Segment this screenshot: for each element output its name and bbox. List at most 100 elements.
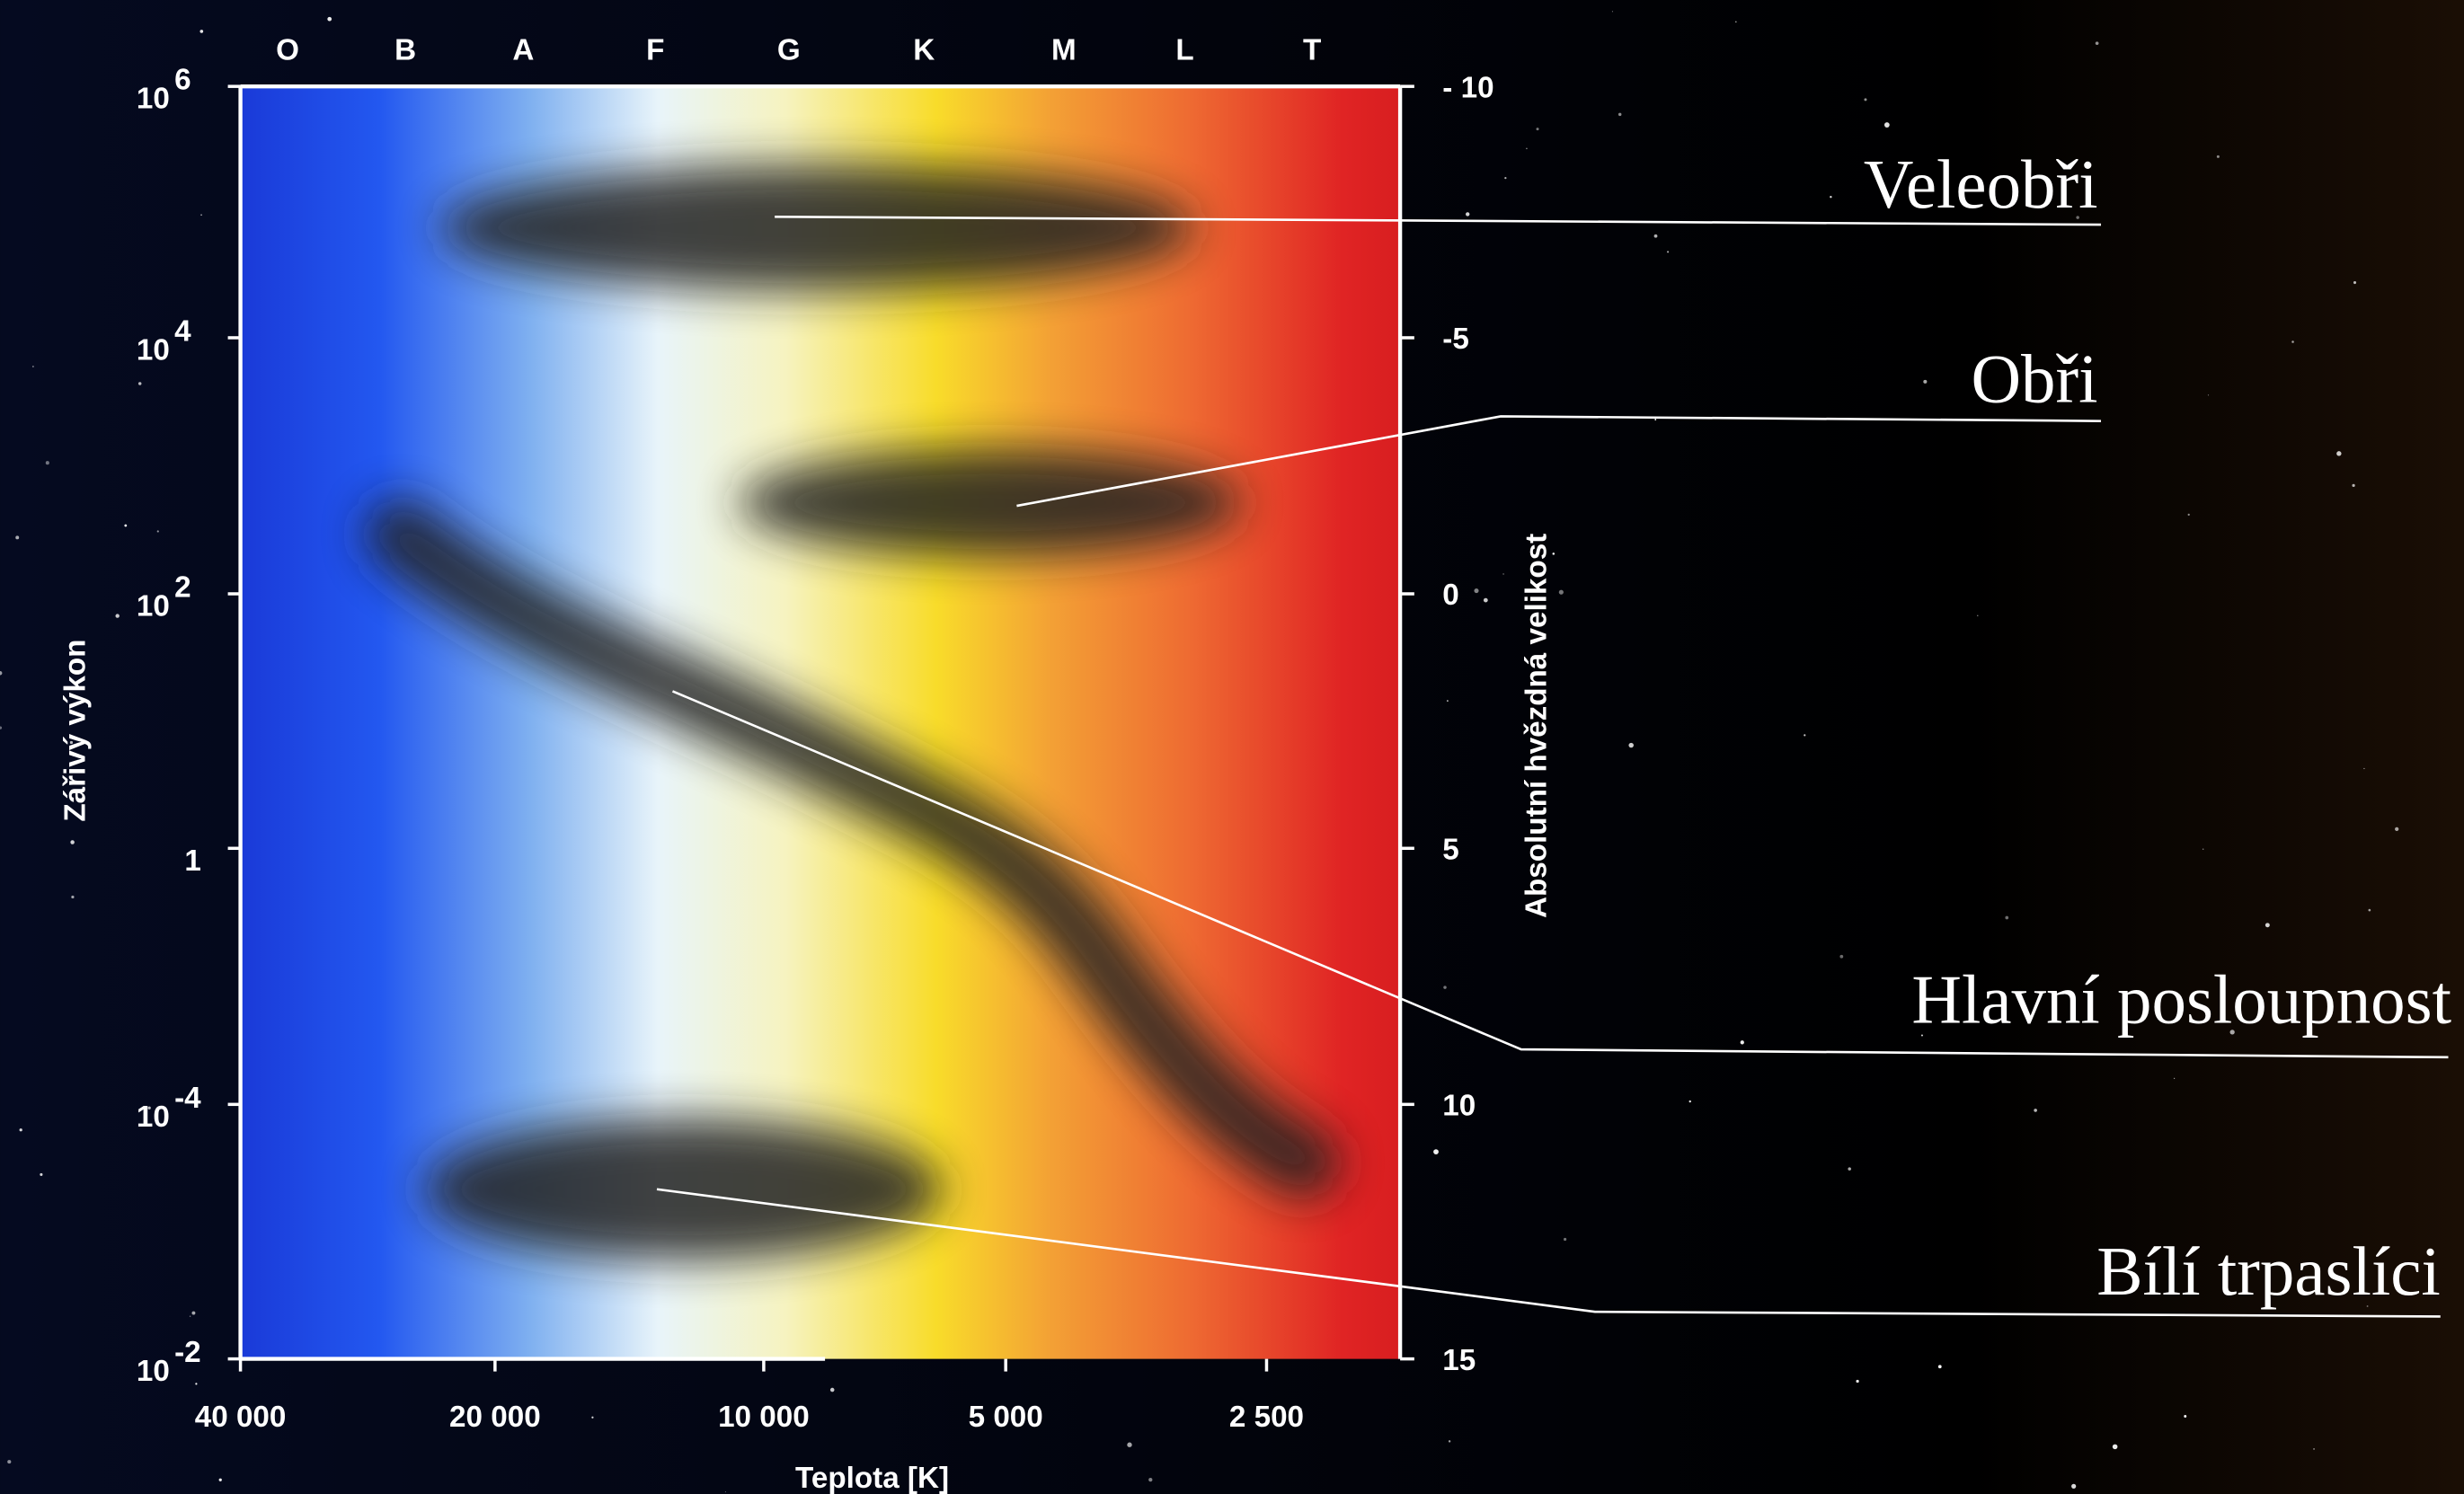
- star: [2363, 768, 2364, 769]
- star: [157, 530, 159, 532]
- star: [71, 896, 74, 898]
- star: [2336, 451, 2341, 455]
- star: [1474, 588, 1478, 593]
- region-label: Bílí trpaslíci: [2096, 1233, 2441, 1310]
- spectral-class: F: [646, 33, 664, 66]
- star: [1654, 419, 1656, 420]
- x-axis-title: Teplota [K]: [795, 1462, 949, 1494]
- y2-tick-label: 10: [1442, 1090, 1476, 1123]
- y2-tick-label: -5: [1442, 323, 1469, 356]
- star: [2184, 1415, 2186, 1418]
- star: [1977, 615, 1978, 616]
- spectral-class: A: [512, 33, 534, 66]
- star: [2188, 514, 2190, 516]
- star: [1504, 177, 1506, 179]
- star: [2174, 1078, 2175, 1079]
- y-tick-label: 10: [137, 333, 170, 367]
- star: [1654, 234, 1658, 238]
- star: [2071, 1484, 2076, 1489]
- y-tick-label: 10: [137, 1355, 170, 1388]
- y-tick-exponent: -4: [174, 1082, 201, 1115]
- star: [1148, 1478, 1152, 1481]
- x-tick-label: 2 500: [1229, 1401, 1304, 1434]
- star: [32, 366, 34, 367]
- star: [1938, 1365, 1942, 1368]
- star: [1628, 743, 1633, 747]
- star: [2313, 1448, 2315, 1450]
- star: [1667, 251, 1669, 252]
- star: [1447, 700, 1449, 702]
- star: [138, 382, 141, 385]
- y2-tick-label: - 10: [1442, 71, 1493, 104]
- hr-diagram: OBAFGKMLT106104102110-410-2Zářivý výkon-…: [0, 0, 2464, 1494]
- region-label: Obři: [1971, 340, 2097, 418]
- star: [1449, 1440, 1450, 1442]
- y2-axis-title: Absolutní hvězdná velikost: [1520, 534, 1554, 918]
- star: [1848, 1167, 1851, 1171]
- x-tick-label: 5 000: [969, 1401, 1043, 1434]
- star: [1526, 148, 1527, 149]
- star: [115, 614, 119, 617]
- star: [2265, 923, 2270, 927]
- y-tick-label: 10: [137, 1101, 170, 1134]
- star: [219, 1479, 222, 1481]
- star: [1735, 21, 1737, 22]
- star: [327, 17, 332, 22]
- spectral-class: L: [1175, 33, 1193, 66]
- x-tick-label: 40 000: [195, 1401, 287, 1434]
- star: [725, 1491, 726, 1492]
- star: [1564, 1238, 1566, 1241]
- star: [1856, 1380, 1858, 1383]
- star: [830, 1388, 835, 1392]
- y-tick-exponent: 2: [174, 571, 191, 605]
- star: [2395, 827, 2398, 831]
- star: [191, 1312, 195, 1315]
- star: [1839, 955, 1843, 959]
- star: [2005, 916, 2008, 920]
- star: [2217, 155, 2220, 158]
- spectral-class: M: [1051, 33, 1077, 66]
- star: [1484, 598, 1488, 603]
- star: [70, 840, 75, 844]
- y2-tick-label: 0: [1442, 579, 1458, 612]
- star: [1689, 1101, 1691, 1102]
- star: [2096, 41, 2099, 45]
- star: [190, 1315, 191, 1316]
- star: [1612, 11, 1613, 12]
- star: [1884, 122, 1890, 128]
- y-axis-title: Zářivý výkon: [58, 640, 92, 822]
- y-tick-exponent: 4: [174, 314, 191, 348]
- y-tick-label: 1: [184, 844, 200, 878]
- spectral-class: B: [394, 33, 416, 66]
- y2-tick-label: 5: [1442, 834, 1458, 867]
- region-label: Hlavní posloupnost: [1911, 960, 2451, 1038]
- star: [40, 1173, 42, 1176]
- star: [591, 1417, 593, 1419]
- star: [1433, 1149, 1439, 1154]
- star: [2034, 1109, 2037, 1112]
- star: [1127, 1443, 1131, 1447]
- star: [15, 535, 19, 539]
- star: [1804, 734, 1805, 736]
- x-tick-label: 20 000: [449, 1401, 541, 1434]
- spectral-class: O: [276, 33, 299, 66]
- star: [2353, 281, 2356, 284]
- region-label: Veleobři: [1864, 146, 2098, 223]
- y-tick-exponent: -2: [174, 1336, 201, 1369]
- star: [199, 30, 203, 33]
- y-tick-label: 10: [137, 83, 170, 116]
- star: [1466, 212, 1469, 216]
- star: [1443, 986, 1446, 988]
- star: [2291, 340, 2294, 343]
- star: [1559, 590, 1564, 595]
- star: [124, 525, 127, 527]
- spectral-class: G: [777, 33, 801, 66]
- star: [1537, 128, 1539, 130]
- star: [1741, 1040, 1744, 1044]
- star: [20, 1128, 22, 1131]
- star: [2369, 909, 2371, 912]
- y-tick-label: 10: [137, 589, 170, 623]
- y-tick-exponent: 6: [174, 64, 191, 97]
- star: [1502, 573, 1503, 574]
- star: [2208, 394, 2209, 395]
